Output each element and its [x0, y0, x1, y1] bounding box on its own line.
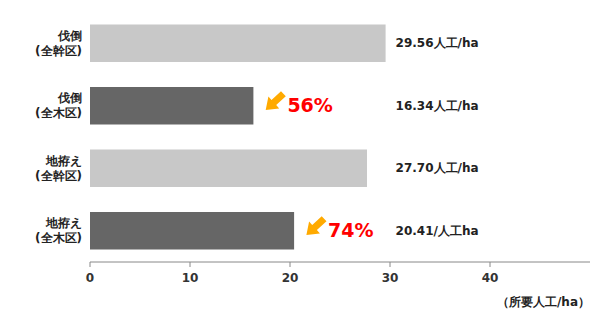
- bar: [90, 87, 253, 125]
- annotation-arrow: [266, 91, 286, 110]
- y-tick-label-line: 伐倒: [57, 91, 82, 105]
- y-tick-label: 地拵え(全木区): [35, 216, 82, 245]
- x-tick-label: 10: [182, 271, 199, 285]
- y-tick-label: 伐倒(全幹区): [35, 29, 82, 58]
- bar: [90, 25, 386, 63]
- annotation: 56%: [287, 94, 332, 116]
- x-tick-label: 20: [282, 271, 299, 285]
- x-tick: [190, 262, 191, 267]
- annotation: 74%: [328, 219, 373, 241]
- y-tick-label-line: (全幹区): [35, 44, 82, 58]
- x-tick: [390, 262, 391, 267]
- y-tick-label-line: 地拵え: [45, 216, 82, 230]
- data-label: 27.70人工/ha: [396, 161, 479, 175]
- y-tick-label-line: (全幹区): [35, 169, 82, 183]
- x-tick-label: 40: [482, 271, 499, 285]
- x-tick-label: 30: [382, 271, 399, 285]
- x-tick-label: 0: [86, 271, 94, 285]
- data-label: 20.41/人工ha: [396, 224, 479, 238]
- bar: [90, 212, 294, 250]
- data-label: 29.56人工/ha: [396, 36, 479, 50]
- x-axis-label: （所要人工/ha）: [497, 295, 590, 309]
- x-axis-line: [90, 262, 590, 263]
- chart-container: 010203040（所要人工/ha）伐倒(全幹区)伐倒(全木区)地拵え(全幹区)…: [0, 0, 610, 320]
- bar: [90, 150, 367, 188]
- bars: [90, 25, 386, 250]
- y-tick-label-line: 地拵え: [45, 154, 82, 168]
- y-tick-label-line: (全木区): [35, 231, 82, 245]
- y-tick-label-line: (全木区): [35, 106, 82, 120]
- chart: 010203040（所要人工/ha）伐倒(全幹区)伐倒(全木区)地拵え(全幹区)…: [0, 0, 610, 320]
- data-label: 16.34人工/ha: [396, 99, 479, 113]
- y-tick-label: 伐倒(全木区): [35, 91, 82, 120]
- y-tick-label-line: 伐倒: [57, 29, 82, 43]
- x-tick: [490, 262, 491, 267]
- y-tick-label: 地拵え(全幹区): [35, 154, 82, 183]
- annotation-arrow: [306, 216, 326, 235]
- x-tick: [290, 262, 291, 267]
- x-tick: [90, 262, 91, 267]
